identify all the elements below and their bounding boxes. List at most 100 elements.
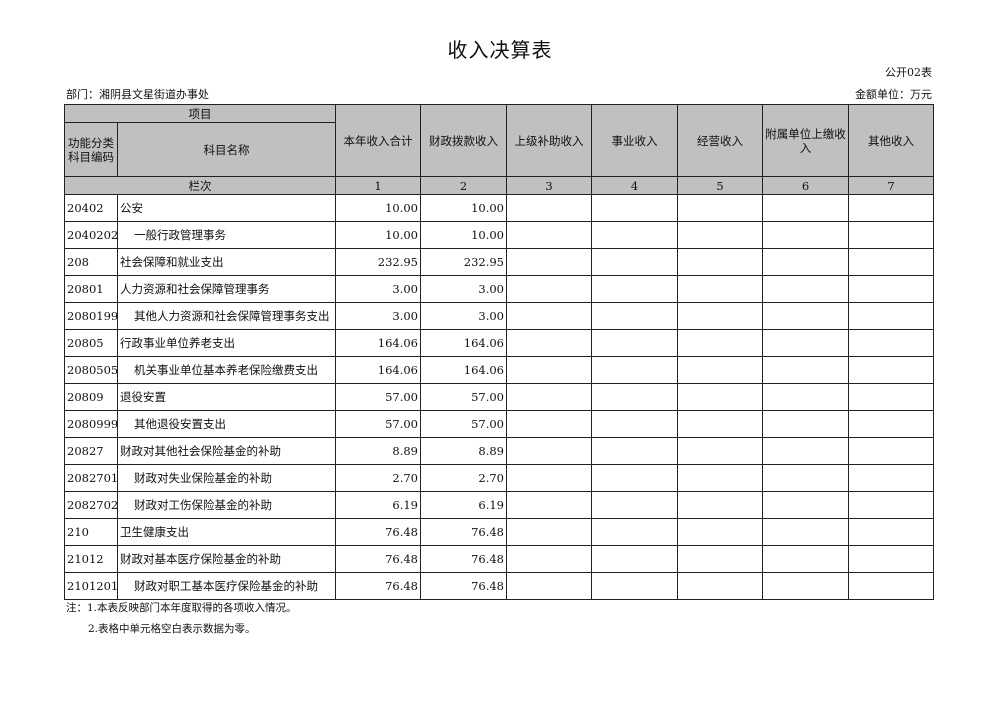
row-value: 164.06 (420, 329, 507, 357)
header-code: 功能分类科目编码 (64, 122, 118, 177)
table-row: 2080505 机关事业单位基本养老保险缴费支出 164.06 164.06 (64, 356, 934, 384)
column-number: 6 (762, 176, 849, 195)
column-number: 5 (677, 176, 763, 195)
row-value (677, 248, 763, 276)
table-row: 2082701 财政对失业保险基金的补助 2.70 2.70 (64, 464, 934, 492)
row-value (591, 464, 678, 492)
row-code: 20827 (64, 437, 118, 465)
row-value (591, 572, 678, 600)
row-value: 76.48 (420, 572, 507, 600)
income-table: 项目 本年收入合计 财政拨款收入 上级补助收入 事业收入 经营收入 附属单位上缴… (64, 104, 934, 600)
row-value (506, 464, 592, 492)
form-number: 公开02表 (885, 66, 932, 79)
row-value (848, 491, 934, 519)
row-value (762, 383, 849, 411)
row-value (848, 464, 934, 492)
row-value: 164.06 (420, 356, 507, 384)
row-name: 机关事业单位基本养老保险缴费支出 (117, 356, 336, 384)
row-value (762, 518, 849, 546)
row-value: 57.00 (335, 383, 421, 411)
page-title: 收入决算表 (447, 38, 553, 62)
row-value (506, 356, 592, 384)
row-value (506, 248, 592, 276)
header-col-fiscal: 财政拨款收入 (420, 104, 507, 177)
row-value (762, 221, 849, 249)
row-value: 8.89 (335, 437, 421, 465)
row-value: 164.06 (335, 329, 421, 357)
table-row: 2101201 财政对职工基本医疗保险基金的补助 76.48 76.48 (64, 572, 934, 600)
row-code: 20402 (64, 194, 118, 222)
row-value: 3.00 (420, 302, 507, 330)
row-value (591, 410, 678, 438)
row-name: 财政对职工基本医疗保险基金的补助 (117, 572, 336, 600)
row-value (762, 356, 849, 384)
row-value (591, 545, 678, 573)
row-value (762, 572, 849, 600)
row-value (506, 518, 592, 546)
row-value (591, 329, 678, 357)
row-value (848, 383, 934, 411)
row-name: 财政对其他社会保险基金的补助 (117, 437, 336, 465)
row-value (591, 302, 678, 330)
row-code: 2040202 (64, 221, 118, 249)
row-value: 3.00 (335, 275, 421, 303)
row-value: 6.19 (335, 491, 421, 519)
row-code: 21012 (64, 545, 118, 573)
row-value (848, 437, 934, 465)
row-value (591, 248, 678, 276)
department-label: 部门：湘阴县文星街道办事处 (66, 88, 209, 101)
header-col-superior: 上级补助收入 (506, 104, 592, 177)
table-row: 21012 财政对基本医疗保险基金的补助 76.48 76.48 (64, 545, 934, 573)
row-name: 公安 (117, 194, 336, 222)
header-col-operation: 经营收入 (677, 104, 763, 177)
table-row: 210 卫生健康支出 76.48 76.48 (64, 518, 934, 546)
row-value (677, 518, 763, 546)
row-value (506, 491, 592, 519)
row-name: 卫生健康支出 (117, 518, 336, 546)
row-value (677, 410, 763, 438)
table-row: 208 社会保障和就业支出 232.95 232.95 (64, 248, 934, 276)
row-name: 一般行政管理事务 (117, 221, 336, 249)
row-value (591, 491, 678, 519)
row-value (506, 275, 592, 303)
row-code: 2080999 (64, 410, 118, 438)
header-item: 项目 (64, 104, 336, 123)
row-value (506, 572, 592, 600)
table-row: 2082702 财政对工伤保险基金的补助 6.19 6.19 (64, 491, 934, 519)
row-value (762, 464, 849, 492)
column-number: 7 (848, 176, 934, 195)
table-row: 2080999 其他退役安置支出 57.00 57.00 (64, 410, 934, 438)
note-2: 2.表格中单元格空白表示数据为零。 (88, 623, 256, 635)
header-col-affiliated: 附属单位上缴收入 (762, 104, 849, 177)
row-value (762, 275, 849, 303)
row-value: 57.00 (420, 410, 507, 438)
row-value (848, 356, 934, 384)
row-value (848, 518, 934, 546)
row-value: 10.00 (420, 194, 507, 222)
row-value: 232.95 (420, 248, 507, 276)
row-name: 退役安置 (117, 383, 336, 411)
row-value (762, 437, 849, 465)
row-value (677, 464, 763, 492)
row-value: 3.00 (335, 302, 421, 330)
column-number: 2 (420, 176, 507, 195)
row-value (677, 329, 763, 357)
row-code: 20809 (64, 383, 118, 411)
row-name: 财政对基本医疗保险基金的补助 (117, 545, 336, 573)
table-row: 20827 财政对其他社会保险基金的补助 8.89 8.89 (64, 437, 934, 465)
table-row: 20805 行政事业单位养老支出 164.06 164.06 (64, 329, 934, 357)
row-value: 10.00 (335, 194, 421, 222)
row-value (591, 194, 678, 222)
row-value (848, 329, 934, 357)
row-value (591, 275, 678, 303)
row-value (591, 221, 678, 249)
row-value (848, 275, 934, 303)
row-value (677, 194, 763, 222)
row-code: 208 (64, 248, 118, 276)
row-value (677, 275, 763, 303)
row-code: 2082701 (64, 464, 118, 492)
row-value (762, 410, 849, 438)
row-value (591, 518, 678, 546)
header-name: 科目名称 (117, 122, 336, 177)
row-name: 其他人力资源和社会保障管理事务支出 (117, 302, 336, 330)
